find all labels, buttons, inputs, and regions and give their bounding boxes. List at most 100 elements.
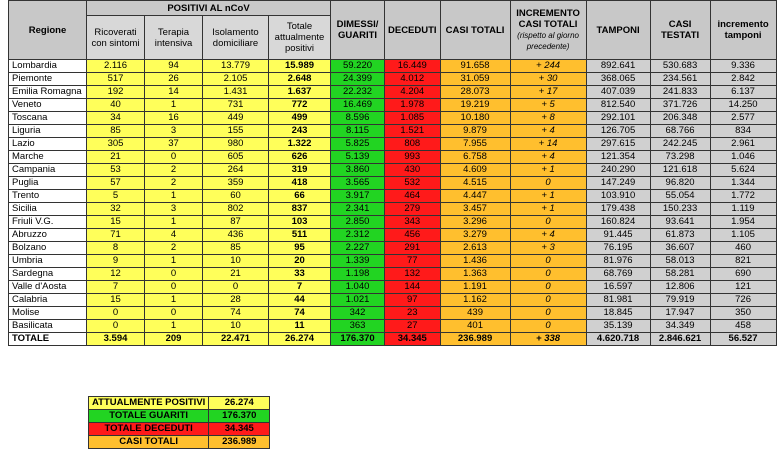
cell-dec: 1.085 <box>384 111 441 125</box>
cell-tam: 4.620.718 <box>585 332 651 346</box>
cell-dec: 132 <box>384 267 441 281</box>
table-row: Sardegna 12 0 21 33 1.198 132 1.363 0 68.769 58.28… <box>8 267 777 281</box>
cell-ric: 40 <box>86 98 145 112</box>
cell-dec: 4.012 <box>384 72 441 86</box>
cell-regione: Calabria <box>8 293 87 307</box>
cell-iso: 10 <box>202 254 269 268</box>
summary-value: 34.345 <box>208 422 271 436</box>
cell-casi: 10.180 <box>439 111 511 125</box>
cell-inc: 0 <box>509 293 587 307</box>
cell-tot: 95 <box>268 241 331 255</box>
cell-regione: Veneto <box>8 98 87 112</box>
cell-itam: 6.137 <box>709 85 777 99</box>
cell-tam: 76.195 <box>585 241 651 255</box>
cell-test: 73.298 <box>649 150 711 164</box>
cell-regione: Liguria <box>8 124 87 138</box>
cell-test: 58.013 <box>649 254 711 268</box>
cell-tam: 68.769 <box>585 267 651 281</box>
cell-ter: 0 <box>144 150 203 164</box>
cell-tot: 11 <box>268 319 331 333</box>
cell-ric: 517 <box>86 72 145 86</box>
cell-inc: + 4 <box>509 124 587 138</box>
cell-regione: Bolzano <box>8 241 87 255</box>
cell-dim: 22.232 <box>330 85 385 99</box>
cell-iso: 449 <box>202 111 269 125</box>
cell-dim: 5.139 <box>330 150 385 164</box>
cell-ter: 3 <box>144 124 203 138</box>
cell-inc: + 17 <box>509 85 587 99</box>
cell-dim: 59.220 <box>330 59 385 73</box>
header-regione: Regione <box>8 0 87 60</box>
cell-test: 17.947 <box>649 306 711 320</box>
header-dimessi: DIMESSI/ GUARITI <box>330 0 385 60</box>
cell-dec: 430 <box>384 163 441 177</box>
cell-ter: 14 <box>144 85 203 99</box>
cell-itam: 1.772 <box>709 189 777 203</box>
cell-inc: 0 <box>509 319 587 333</box>
cell-tam: 179.438 <box>585 202 651 216</box>
cell-dec: 532 <box>384 176 441 190</box>
cell-casi: 401 <box>439 319 511 333</box>
cell-casi: 1.191 <box>439 280 511 294</box>
table-body: Lombardia 2.116 94 13.779 15.989 59.220 16.449… <box>8 59 777 346</box>
cell-itam: 2.842 <box>709 72 777 86</box>
cell-test: 241.833 <box>649 85 711 99</box>
cell-casi: 4.609 <box>439 163 511 177</box>
cell-tot: 74 <box>268 306 331 320</box>
cell-tam: 81.981 <box>585 293 651 307</box>
header-incremento-label: INCREMENTO CASI TOTALI <box>516 8 580 30</box>
table-row: Basilicata 0 1 10 11 363 27 401 0 35.139 34.349 458 <box>8 319 777 333</box>
cell-ric: 2.116 <box>86 59 145 73</box>
table-row: Veneto 40 1 731 772 16.469 1.978 19.219 + 5 812.5… <box>8 98 777 112</box>
summary-label: ATTUALMENTE POSITIVI <box>87 396 210 410</box>
header-incremento-note: (rispetto al giorno precedente) <box>517 31 579 51</box>
cell-dec: 77 <box>384 254 441 268</box>
cell-ric: 12 <box>86 267 145 281</box>
header-totale-positivi: Totale attualmente positivi <box>268 15 331 60</box>
cell-tam: 240.290 <box>585 163 651 177</box>
cell-dim: 2.341 <box>330 202 385 216</box>
table-row: Marche 21 0 605 626 5.139 993 6.758 + 4 121.354 73… <box>8 150 777 164</box>
cell-tam: 892.641 <box>585 59 651 73</box>
cell-casi: 3.457 <box>439 202 511 216</box>
cell-ter: 94 <box>144 59 203 73</box>
cell-iso: 802 <box>202 202 269 216</box>
cell-dim: 3.860 <box>330 163 385 177</box>
cell-casi: 28.073 <box>439 85 511 99</box>
table-row: Liguria 85 3 155 243 8.115 1.521 9.879 + 4 126.70… <box>8 124 777 138</box>
cell-dec: 993 <box>384 150 441 164</box>
header-casi-totali: CASI TOTALI <box>439 0 511 60</box>
cell-iso: 605 <box>202 150 269 164</box>
cell-itam: 1.105 <box>709 228 777 242</box>
cell-casi: 1.363 <box>439 267 511 281</box>
table-row: Campania 53 2 264 319 3.860 430 4.609 + 1 240.290… <box>8 163 777 177</box>
cell-regione: Friuli V.G. <box>8 215 87 229</box>
cell-dim: 1.339 <box>330 254 385 268</box>
cell-tot: 1.637 <box>268 85 331 99</box>
cell-dim: 176.370 <box>330 332 385 346</box>
cell-tot: 243 <box>268 124 331 138</box>
summary-value: 176.370 <box>208 409 271 423</box>
cell-casi: 31.059 <box>439 72 511 86</box>
cell-regione: Abruzzo <box>8 228 87 242</box>
cell-ric: 8 <box>86 241 145 255</box>
cell-itam: 1.046 <box>709 150 777 164</box>
cell-regione: Sardegna <box>8 267 87 281</box>
cell-tot: 7 <box>268 280 331 294</box>
summary-row: TOTALE GUARITI 176.370 <box>87 409 271 423</box>
cell-itam: 726 <box>709 293 777 307</box>
cell-regione: Lombardia <box>8 59 87 73</box>
table-row: Lazio 305 37 980 1.322 5.825 808 7.955 + 14 297.6… <box>8 137 777 151</box>
summary-label: TOTALE GUARITI <box>87 409 210 423</box>
cell-ter: 2 <box>144 241 203 255</box>
cell-casi: 91.658 <box>439 59 511 73</box>
cell-iso: 0 <box>202 280 269 294</box>
cell-itam: 2.961 <box>709 137 777 151</box>
cell-casi: 3.279 <box>439 228 511 242</box>
cell-inc: 0 <box>509 254 587 268</box>
header-incremento: INCREMENTO CASI TOTALI (rispetto al gior… <box>509 0 587 60</box>
cell-test: 34.349 <box>649 319 711 333</box>
cell-itam: 5.624 <box>709 163 777 177</box>
cell-ric: 192 <box>86 85 145 99</box>
cell-tam: 16.597 <box>585 280 651 294</box>
